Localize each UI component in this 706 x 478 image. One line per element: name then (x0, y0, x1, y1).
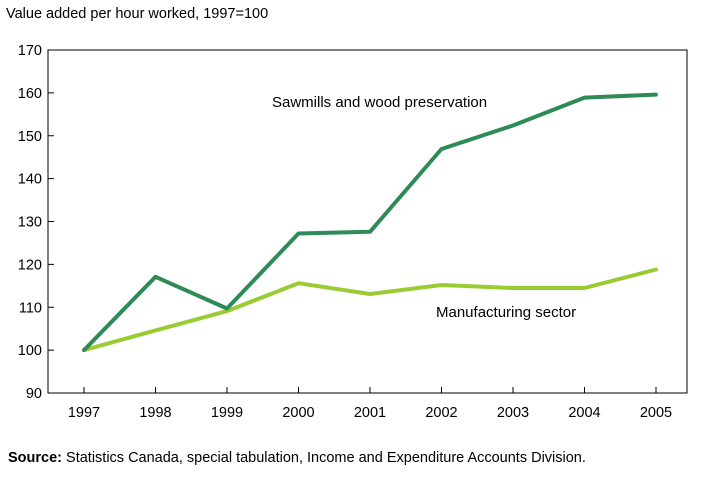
series-line-0 (82, 92, 658, 353)
source-note: Source: Statistics Canada, special tabul… (8, 450, 586, 466)
series-label-0: Sawmills and wood preservation (272, 94, 487, 111)
x-tick-label: 2005 (640, 405, 672, 421)
y-axis-label: Value added per hour worked, 1997=100 (6, 6, 269, 22)
series-lines (82, 92, 658, 353)
y-tick-label: 170 (18, 43, 42, 59)
x-tick-label: 2001 (354, 405, 386, 421)
series-label-1: Manufacturing sector (436, 304, 576, 321)
y-tick-label: 140 (18, 172, 42, 188)
y-tick-label: 110 (19, 300, 42, 316)
y-tick-label: 90 (26, 386, 42, 402)
y-tick-label: 160 (18, 86, 42, 102)
x-tick-label: 2004 (568, 405, 600, 421)
series-line-1 (82, 267, 658, 353)
source-label: Source: (8, 450, 62, 466)
line-chart: 90 100 110 120 130 140 150 160 170 1997 1998 1999 2… (18, 43, 688, 421)
x-tick-label: 2002 (425, 405, 457, 421)
y-axis-ticks: 90 100 110 120 130 140 150 160 170 (18, 43, 54, 402)
y-tick-label: 100 (18, 343, 42, 359)
y-tick-label: 130 (18, 215, 42, 231)
x-tick-label: 2003 (497, 405, 529, 421)
y-tick-label: 150 (18, 129, 42, 145)
x-axis-ticks: 1997 1998 1999 2000 2001 2002 2003 2004 2005 (68, 387, 672, 421)
y-tick-label: 120 (18, 257, 42, 273)
series-labels: Sawmills and wood preservation Manufactur… (272, 94, 576, 321)
x-tick-label: 2000 (282, 405, 314, 421)
x-tick-label: 1997 (68, 405, 100, 421)
x-tick-label: 1999 (211, 405, 243, 421)
x-tick-label: 1998 (139, 405, 171, 421)
source-text: Statistics Canada, special tabulation, I… (62, 450, 586, 466)
